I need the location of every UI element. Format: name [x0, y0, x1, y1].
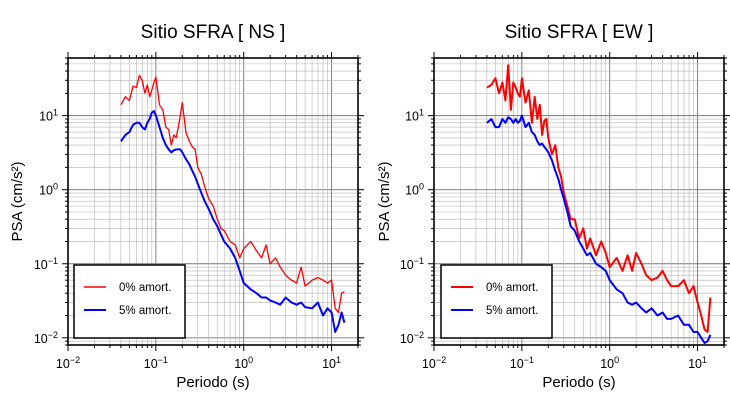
series-line-0 — [486, 64, 712, 333]
legend-box — [440, 264, 553, 339]
chart-title: Sitio SFRA [ EW ] — [505, 22, 654, 43]
legend: 0% amort. 5% amort. — [73, 264, 186, 339]
x-tick-label: 101 — [688, 355, 707, 371]
y-tick-label: 100 — [405, 182, 424, 198]
y-tick-label: 101 — [405, 108, 424, 124]
series-layer — [486, 64, 712, 344]
legend-label-1: 5% amort. — [119, 305, 171, 317]
x-tick-label: 10−1 — [510, 355, 534, 371]
tick-marks — [428, 52, 730, 351]
series-layer — [120, 74, 346, 333]
chart-title: Sitio SFRA [ NS ] — [141, 22, 286, 43]
y-tick-label: 10−2 — [34, 330, 58, 346]
series-line-0 — [120, 74, 345, 314]
series-line-1 — [120, 110, 346, 333]
chart-ew: Sitio SFRA [ EW ] 10−2 10−1 100 101 10−2… — [376, 22, 730, 391]
x-tick-label: 101 — [322, 355, 341, 371]
legend: 0% amort. 5% amort. — [440, 264, 553, 339]
x-tick-label: 10−2 — [422, 355, 446, 371]
chart-ns: Sitio SFRA [ NS ] 10−2 10−1 100 101 10−2… — [9, 22, 364, 391]
x-tick-label: 100 — [600, 355, 619, 371]
y-tick-label: 10−1 — [34, 256, 58, 272]
x-tick-label: 10−1 — [144, 355, 168, 371]
legend-label-1: 5% amort. — [486, 305, 538, 317]
y-tick-label: 10−1 — [400, 256, 424, 272]
x-axis-label: Periodo (s) — [176, 374, 249, 391]
y-axis-label: PSA (cm/s²) — [376, 161, 393, 241]
tick-marks — [62, 52, 364, 351]
x-tick-label: 100 — [234, 355, 253, 371]
legend-label-0: 0% amort. — [486, 282, 538, 294]
legend-label-0: 0% amort. — [119, 282, 171, 294]
x-tick-label: 10−2 — [56, 355, 80, 371]
legend-box — [73, 264, 186, 339]
y-tick-label: 101 — [39, 108, 58, 124]
x-axis-label: Periodo (s) — [542, 374, 615, 391]
series-line-1 — [486, 114, 712, 344]
y-tick-label: 10−2 — [400, 330, 424, 346]
y-axis-label: PSA (cm/s²) — [9, 161, 26, 241]
y-tick-label: 100 — [39, 182, 58, 198]
